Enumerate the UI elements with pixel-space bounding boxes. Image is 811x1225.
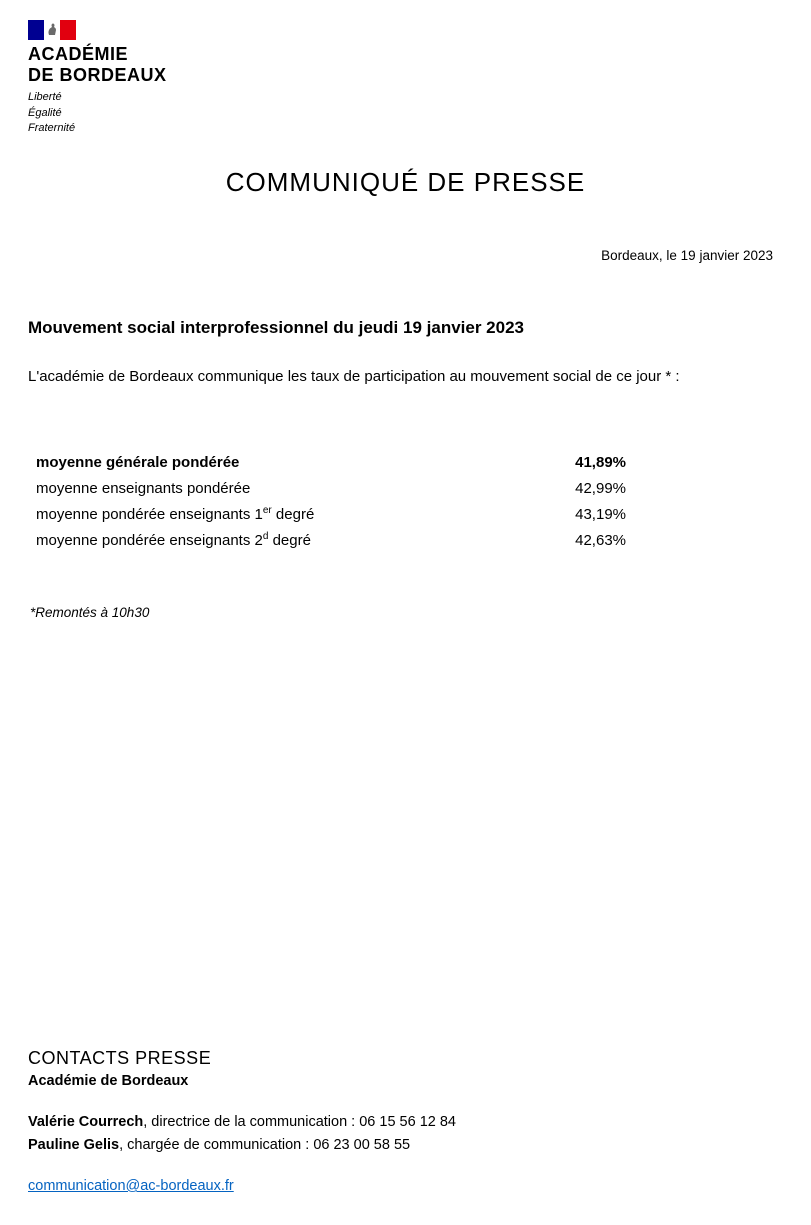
devise-line2: Égalité [28, 106, 783, 121]
stats-label: moyenne pondérée enseignants 1er degré [36, 502, 546, 528]
label-pre: moyenne pondérée enseignants 2 [36, 532, 263, 549]
flag-blue [28, 20, 44, 40]
marianne-silhouette-icon [46, 22, 58, 36]
date-line: Bordeaux, le 19 janvier 2023 [28, 248, 783, 263]
stats-row-general: moyenne générale pondérée 41,89% [36, 450, 626, 476]
devise-line3: Fraternité [28, 121, 783, 136]
label-post: degré [272, 506, 315, 523]
footer: CONTACTS PRESSE Académie de Bordeaux Val… [28, 1048, 783, 1195]
academie-title: ACADÉMIE DE BORDEAUX [28, 44, 783, 85]
contact-name: Valérie Courrech [28, 1114, 143, 1130]
contact-name: Pauline Gelis [28, 1137, 119, 1153]
devise: Liberté Égalité Fraternité [28, 90, 783, 136]
stats-value: 43,19% [546, 502, 626, 528]
academie-name: Académie de Bordeaux [28, 1073, 783, 1089]
header-logo: ACADÉMIE DE BORDEAUX Liberté Égalité Fra… [28, 20, 783, 137]
stats-label: moyenne enseignants pondérée [36, 476, 546, 502]
contact-rest: , directrice de la communication : 06 15… [143, 1114, 456, 1130]
marianne-flag [28, 20, 76, 40]
stats-value: 41,89% [546, 450, 626, 476]
page-title: COMMUNIQUÉ DE PRESSE [28, 167, 783, 198]
email-link[interactable]: communication@ac-bordeaux.fr [28, 1178, 234, 1194]
footnote: *Remontés à 10h30 [30, 605, 783, 620]
label-pre: moyenne pondérée enseignants 1 [36, 506, 263, 523]
flag-white [44, 20, 60, 40]
contact-line-1: Valérie Courrech, directrice de la commu… [28, 1111, 783, 1133]
contact-rest: , chargée de communication : 06 23 00 58… [119, 1137, 410, 1153]
stats-row-enseignants: moyenne enseignants pondérée 42,99% [36, 476, 626, 502]
label-post: degré [268, 532, 311, 549]
contacts-heading: CONTACTS PRESSE [28, 1048, 783, 1069]
stats-label: moyenne générale pondérée [36, 450, 546, 476]
flag-red [60, 20, 76, 40]
intro-text: L'académie de Bordeaux communique les ta… [28, 368, 783, 385]
academie-line1: ACADÉMIE [28, 44, 783, 65]
devise-line1: Liberté [28, 90, 783, 105]
label-sup: er [263, 505, 272, 516]
stats-value: 42,99% [546, 476, 626, 502]
stats-label: moyenne pondérée enseignants 2d degré [36, 528, 546, 554]
academie-line2: DE BORDEAUX [28, 65, 783, 86]
subtitle: Mouvement social interprofessionnel du j… [28, 318, 783, 338]
stats-row-1er-degre: moyenne pondérée enseignants 1er degré 4… [36, 502, 626, 528]
stats-table: moyenne générale pondérée 41,89% moyenne… [36, 450, 626, 555]
stats-value: 42,63% [546, 528, 626, 554]
stats-row-2d-degre: moyenne pondérée enseignants 2d degré 42… [36, 528, 626, 554]
contact-line-2: Pauline Gelis, chargée de communication … [28, 1134, 783, 1156]
